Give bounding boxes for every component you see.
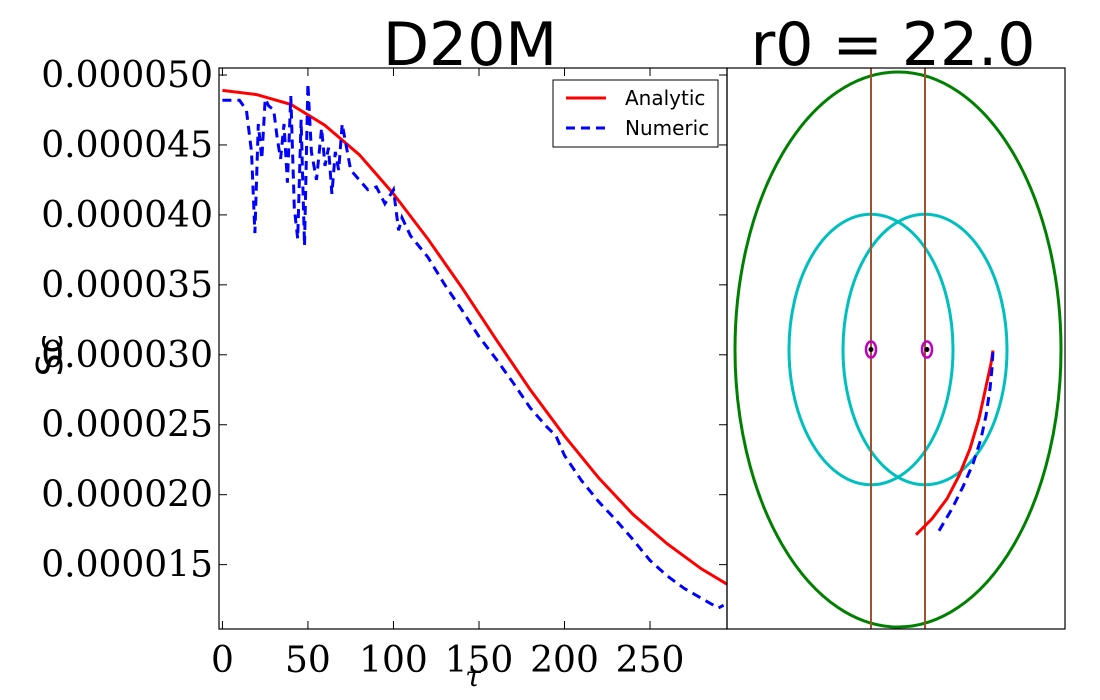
left-plot-title: D20M	[383, 10, 557, 80]
left-y-ticks: 0.000015 0.000020 0.000025 0.000030 0.000035…	[41, 55, 727, 586]
x-tick-label: 250	[616, 640, 685, 681]
y-tick-label: 0.000035	[41, 265, 213, 306]
y-tick-label: 0.000050	[41, 55, 213, 96]
trajectory-line-1	[937, 350, 995, 532]
x-tick-label: 150	[445, 640, 514, 681]
mass-ring-5	[864, 340, 878, 359]
y-axis-label: Sc	[30, 334, 71, 377]
y-tick-label: 0.000015	[41, 545, 213, 586]
right-plot-area	[733, 68, 1063, 629]
mass-dot-8	[924, 347, 930, 353]
mass-dot-7	[868, 347, 874, 353]
x-tick-label: 200	[530, 640, 599, 681]
series-numeric-line	[222, 83, 725, 610]
trajectory-line-0	[914, 350, 995, 536]
right-plot-panel: r0 = 22.0	[726, 10, 1066, 630]
series-analytic-line	[222, 88, 728, 586]
mass-ring-6	[920, 340, 934, 359]
legend: Analytic Numeric	[552, 79, 719, 148]
x-axis-label: τ	[465, 660, 481, 693]
right-plot-title: r0 = 22.0	[751, 10, 1036, 80]
legend-label-analytic: Analytic	[625, 86, 705, 110]
y-tick-label: 0.000030	[41, 335, 213, 376]
left-plot-area	[222, 83, 728, 610]
x-tick-label: 50	[285, 640, 331, 681]
left-x-ticks: 0 50 100 150 200 250	[211, 68, 684, 681]
legend-label-numeric: Numeric	[625, 116, 709, 140]
y-tick-label: 0.000020	[41, 475, 213, 516]
right-plot-frame	[726, 67, 1066, 630]
left-plot-panel: D20M 0 50 100 150 200 250 0.0000150.0000200.0…	[30, 10, 728, 693]
x-tick-label: 0	[211, 640, 234, 681]
y-tick-label: 0.000040	[41, 195, 213, 236]
left-plot-frame	[218, 67, 728, 630]
legend-box	[552, 79, 719, 148]
y-tick-label: 0.000025	[41, 405, 213, 446]
orbit-ellipse-0	[733, 70, 1063, 629]
x-tick-label: 100	[359, 640, 428, 681]
y-tick-label: 0.000045	[41, 125, 213, 166]
